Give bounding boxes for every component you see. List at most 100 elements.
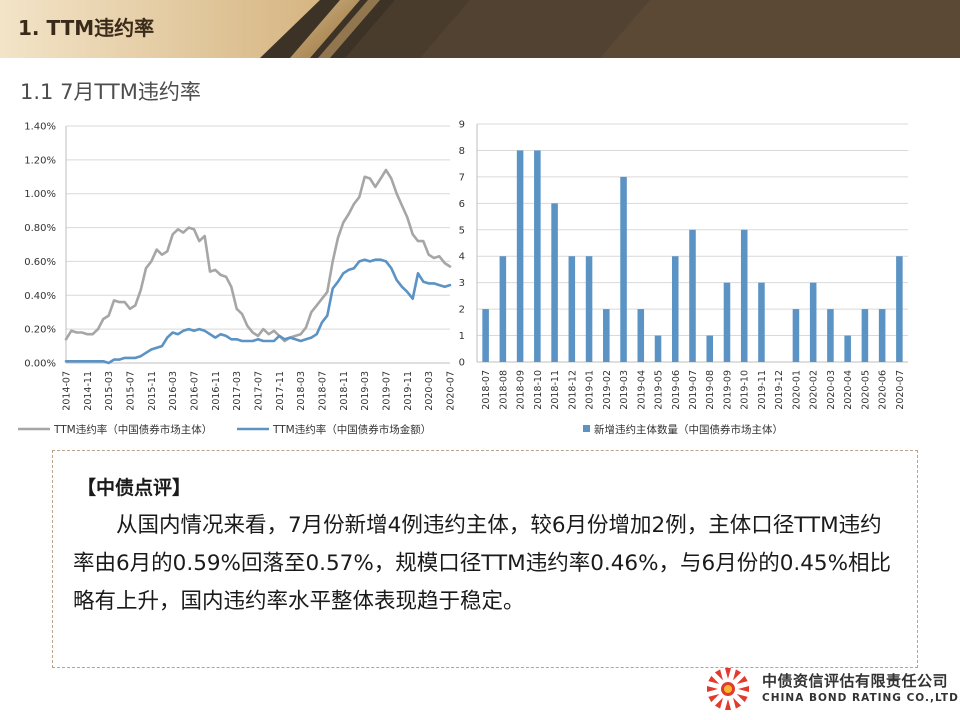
x-tick-label: 2017-07 bbox=[254, 371, 265, 411]
x-tick-label: 2020-04 bbox=[843, 370, 854, 410]
legend-label: 新增违约主体数量（中国债券市场主体） bbox=[594, 423, 783, 436]
bar bbox=[809, 282, 817, 362]
y-tick-label: 6 bbox=[459, 199, 465, 210]
x-tick-label: 2019-01 bbox=[585, 370, 596, 410]
logo-icon bbox=[707, 668, 749, 710]
bar bbox=[620, 176, 627, 362]
y-tick-label: 0.60% bbox=[24, 257, 56, 268]
x-tick-label: 2016-03 bbox=[168, 371, 179, 411]
x-tick-label: 2020-03 bbox=[826, 370, 837, 410]
y-tick-label: 4 bbox=[459, 252, 465, 263]
y-tick-label: 3 bbox=[459, 278, 465, 289]
bar bbox=[792, 309, 800, 362]
x-tick-label: 2018-11 bbox=[550, 370, 561, 410]
x-tick-label: 2018-10 bbox=[533, 370, 544, 410]
x-tick-label: 2018-07 bbox=[318, 371, 329, 411]
x-tick-label: 2020-03 bbox=[424, 371, 435, 411]
x-tick-label: 2020-02 bbox=[809, 370, 820, 410]
y-tick-label: 7 bbox=[459, 172, 465, 183]
bar bbox=[827, 309, 834, 362]
bar bbox=[740, 229, 748, 362]
company-logo: 中债资信评估有限责任公司 CHINA BOND RATING CO.,LTD bbox=[700, 664, 960, 714]
x-tick-label: 2016-11 bbox=[211, 371, 222, 411]
y-tick-label: 0.80% bbox=[24, 223, 56, 234]
x-tick-label: 2018-11 bbox=[339, 371, 350, 411]
x-tick-label: 2018-09 bbox=[516, 370, 527, 410]
header-title: 1. TTM违约率 bbox=[18, 16, 155, 40]
y-tick-label: 8 bbox=[459, 146, 465, 157]
y-tick-label: 2 bbox=[459, 305, 465, 316]
legend-label: TTM违约率（中国债券市场主体） bbox=[53, 423, 212, 436]
x-tick-label: 2019-04 bbox=[636, 370, 647, 410]
x-tick-label: 2014-07 bbox=[62, 371, 73, 411]
bar-chart: 0 1 2 3 4 5 6 7 8 9 2018-07 2018-08 2018-09 2018-10 20… bbox=[459, 120, 908, 436]
x-tick-label: 2019-07 bbox=[382, 371, 393, 411]
line-chart: 0.00% 0.20% 0.40% 0.60% 0.80% 1.00% 1.20% 1.40%… bbox=[18, 122, 457, 436]
bar bbox=[878, 309, 886, 362]
logo-company-name-en: CHINA BOND RATING CO.,LTD bbox=[762, 692, 959, 704]
bar bbox=[603, 309, 610, 362]
x-tick-label: 2019-07 bbox=[688, 370, 699, 410]
x-tick-label: 2019-06 bbox=[671, 370, 682, 410]
comment-box: 【中债点评】 从国内情况来看，7月份新增4例违约主体，较6月份增加2例，主体口径… bbox=[52, 450, 918, 668]
x-tick-label: 2020-07 bbox=[446, 371, 457, 411]
x-tick-label: 2014-11 bbox=[83, 371, 94, 411]
comment-title: 【中债点评】 bbox=[77, 477, 192, 499]
series-line bbox=[64, 258, 452, 365]
x-tick-label: 2019-05 bbox=[654, 370, 665, 410]
section-subtitle: 1.1 7月TTM违约率 bbox=[20, 80, 201, 104]
x-tick-label: 2015-11 bbox=[147, 371, 158, 411]
y-tick-label: 0.00% bbox=[24, 359, 56, 370]
legend-bar-swatch bbox=[583, 425, 590, 432]
bar bbox=[516, 150, 524, 362]
x-tick-label: 2019-10 bbox=[740, 370, 751, 410]
y-tick-label: 0 bbox=[459, 358, 465, 369]
x-tick-label: 2019-08 bbox=[705, 370, 716, 410]
y-tick-label: 1.00% bbox=[24, 189, 56, 200]
x-tick-label: 2018-08 bbox=[498, 370, 509, 410]
bar bbox=[534, 150, 541, 362]
bar bbox=[568, 256, 576, 362]
x-tick-label: 2017-11 bbox=[275, 371, 286, 411]
bar bbox=[758, 282, 765, 362]
x-tick-label: 2018-12 bbox=[567, 370, 578, 410]
header-decoration bbox=[0, 0, 960, 58]
y-tick-label: 5 bbox=[459, 225, 465, 236]
bar bbox=[637, 309, 645, 362]
y-tick-label: 1.20% bbox=[24, 155, 56, 166]
x-tick-label: 2019-09 bbox=[722, 370, 733, 410]
x-tick-label: 2019-03 bbox=[360, 371, 371, 411]
x-tick-label: 2019-11 bbox=[757, 370, 768, 410]
x-tick-label: 2020-06 bbox=[878, 370, 889, 410]
comment-body: 从国内情况来看，7月份新增4例违约主体，较6月份增加2例，主体口径TTM违约率由… bbox=[73, 513, 891, 614]
charts-area: 0.00% 0.20% 0.40% 0.60% 0.80% 1.00% 1.20% 1.40%… bbox=[18, 120, 908, 436]
header-banner: 1. TTM违约率 bbox=[0, 0, 960, 58]
bar bbox=[896, 256, 903, 362]
x-tick-label: 2019-03 bbox=[619, 370, 630, 410]
y-tick-label: 1.40% bbox=[24, 122, 56, 133]
x-tick-label: 2015-03 bbox=[104, 371, 115, 411]
x-tick-label: 2016-07 bbox=[190, 371, 201, 411]
bar bbox=[706, 335, 714, 362]
bar bbox=[689, 229, 696, 362]
x-tick-label: 2020-05 bbox=[860, 370, 871, 410]
bar bbox=[654, 335, 662, 362]
bar bbox=[585, 256, 593, 362]
bar bbox=[551, 203, 558, 362]
x-tick-label: 2020-07 bbox=[895, 370, 906, 410]
y-tick-label: 0.40% bbox=[24, 291, 56, 302]
logo-company-name-cn: 中债资信评估有限责任公司 bbox=[762, 672, 949, 690]
x-tick-label: 2017-03 bbox=[232, 371, 243, 411]
y-tick-label: 0.20% bbox=[24, 325, 56, 336]
x-tick-label: 2018-03 bbox=[296, 371, 307, 411]
bar bbox=[861, 309, 869, 362]
bar bbox=[499, 256, 507, 362]
x-tick-label: 2019-02 bbox=[602, 370, 613, 410]
bar bbox=[671, 256, 679, 362]
bar bbox=[482, 309, 489, 362]
series-line bbox=[64, 168, 452, 343]
x-tick-label: 2019-12 bbox=[774, 370, 785, 410]
x-tick-label: 2018-07 bbox=[481, 370, 492, 410]
x-tick-label: 2019-11 bbox=[403, 371, 414, 411]
x-tick-label: 2020-01 bbox=[791, 370, 802, 410]
